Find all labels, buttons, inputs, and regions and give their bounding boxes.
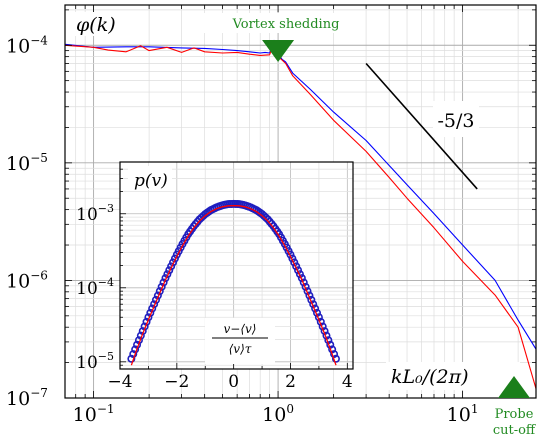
inset-xlabel-bg xyxy=(205,318,275,364)
inset-y-tick-label: 10−3 xyxy=(76,202,114,225)
vortex-shedding-label: Vortex shedding xyxy=(232,17,340,32)
inset-x-tick-label: −4 xyxy=(107,372,132,392)
inset-x-tick-label: 0 xyxy=(228,372,239,392)
inset-blue-marker xyxy=(129,350,138,359)
slope-label-bg xyxy=(433,101,479,137)
main-ylabel-bg xyxy=(72,12,124,36)
main-y-tick-label: 10−6 xyxy=(6,268,48,292)
main-x-tick-label: 100 xyxy=(262,402,294,426)
inset-ticks xyxy=(119,161,348,370)
inset-x-label-denominator: ⟨v⟩τ xyxy=(229,342,252,356)
slope-reference-line xyxy=(365,62,478,190)
main-y-axis-label: φ(k) xyxy=(76,14,116,36)
main-y-tick-label: 10−5 xyxy=(6,151,48,175)
vortex-shedding-marker xyxy=(262,40,295,62)
inset-x-tick-label: 2 xyxy=(285,372,296,392)
inset-blue-marker xyxy=(127,354,136,363)
inset-y-axis-label: p(v) xyxy=(134,171,168,191)
inset-blue-marker xyxy=(167,262,176,271)
main-tick-labels: 10−1 100 101 10−7 10−6 10−5 10−4 xyxy=(6,33,478,426)
probe-cutoff-marker xyxy=(498,376,531,398)
inset-blue-marker xyxy=(292,262,301,271)
probe-cutoff-label-line1: Probe xyxy=(495,407,534,422)
inset-x-label-numerator: v−⟨v⟩ xyxy=(224,322,257,336)
main-ticks xyxy=(64,5,536,399)
inset-x-tick-label: −2 xyxy=(164,372,189,392)
main-x-axis-label: kL₀/(2π) xyxy=(391,366,469,388)
slope-label: -5/3 xyxy=(438,110,475,132)
inset-blue-marker xyxy=(170,254,179,263)
inset-blue-marker xyxy=(330,350,339,359)
inset-blue-marker xyxy=(169,258,178,267)
probe-cutoff-label-line2: cut-off xyxy=(493,423,537,437)
inset-series xyxy=(127,199,340,366)
inset-ylabel-bg xyxy=(128,166,172,190)
main-y-tick-label: 10−4 xyxy=(6,33,48,57)
probe-label-bg xyxy=(487,403,542,437)
inset-y-tick-label: 10−5 xyxy=(76,350,114,373)
inset-blue-marker xyxy=(295,270,304,279)
inset-red-curve xyxy=(130,204,337,366)
inset-x-tick-label: 4 xyxy=(342,372,353,392)
main-x-tick-label: 101 xyxy=(447,402,479,426)
vortex-label-bg xyxy=(200,13,362,33)
main-xlabel-bg xyxy=(386,362,520,390)
inset-blue-marker xyxy=(331,354,340,363)
inset-blue-marker xyxy=(165,266,174,275)
main-x-tick-label: 10−1 xyxy=(73,402,115,426)
inset-blue-marker xyxy=(290,258,299,267)
inset-y-tick-label: 10−4 xyxy=(76,276,114,299)
inset-blue-marker xyxy=(294,266,303,275)
main-plot-frame xyxy=(64,4,537,399)
inset-tick-labels: −4 −2 0 2 4 10−5 10−4 10−3 xyxy=(76,202,353,392)
main-y-tick-label: 10−7 xyxy=(6,386,48,410)
